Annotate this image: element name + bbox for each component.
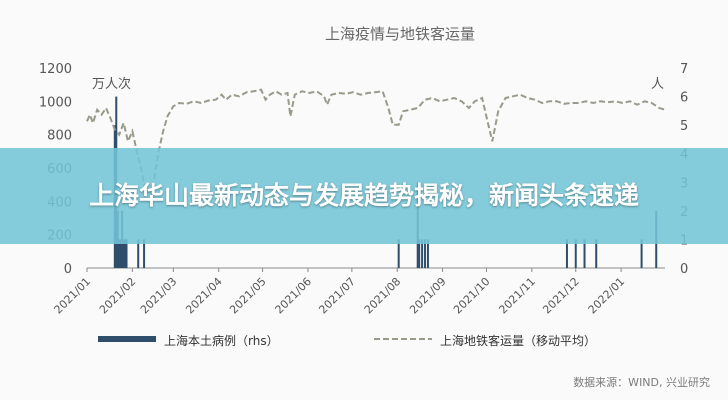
x-tick-label: 2021/08 <box>362 275 404 317</box>
right-tick-label: 0 <box>680 262 688 277</box>
headline-text[interactable]: 上海华山最新动态与发展趋势揭秘，新闻头条速递 <box>88 181 639 210</box>
case-bar <box>397 239 400 268</box>
x-tick-label: 2021/07 <box>316 275 358 317</box>
case-bar <box>118 239 121 268</box>
x-tick-label: 2021/11 <box>496 275 538 317</box>
case-bar <box>595 239 598 268</box>
x-tick-label: 2021/03 <box>138 275 180 317</box>
x-tick-label: 2021/05 <box>227 275 269 317</box>
right-tick-label: 7 <box>680 62 688 77</box>
headline-banner[interactable]: 上海华山最新动态与发展趋势揭秘，新闻头条速递 <box>0 148 728 244</box>
x-tick-label: 2022/01 <box>586 275 628 317</box>
left-tick-label: 1200 <box>39 62 72 77</box>
case-bar <box>122 239 125 268</box>
case-bar <box>124 239 127 268</box>
x-tick-label: 2021/02 <box>97 275 139 317</box>
legend-bars-swatch <box>98 336 156 342</box>
case-bar <box>565 239 568 268</box>
data-source: 数据来源：WIND, 兴业研究 <box>573 376 710 389</box>
case-bar <box>424 239 427 268</box>
case-bar <box>418 239 421 268</box>
case-bar <box>583 239 586 268</box>
legend: 上海本土病例（rhs） 上海地铁客运量（移动平均） <box>98 333 596 348</box>
x-axis-ticks: 2021/01 2021/02 2021/03 2021/04 2021/05 2021/… <box>52 268 628 317</box>
left-tick-label: 0 <box>64 262 72 277</box>
x-tick-label: 2021/09 <box>407 275 449 317</box>
chart-title: 上海疫情与地铁客运量 <box>325 25 475 43</box>
case-bar <box>426 239 429 268</box>
right-tick-label: 5 <box>680 119 688 134</box>
case-bar <box>421 239 424 268</box>
case-bar <box>640 239 643 268</box>
left-tick-label: 1000 <box>39 95 72 110</box>
left-axis-unit: 万人次 <box>92 76 131 92</box>
right-tick-label: 6 <box>680 91 688 106</box>
right-axis-unit: 人 <box>651 77 664 92</box>
x-tick-label: 2021/10 <box>451 275 493 317</box>
x-tick-label: 2021/01 <box>52 275 94 317</box>
case-bar <box>574 239 577 268</box>
legend-bars-label: 上海本土病例（rhs） <box>164 333 279 348</box>
legend-line-label: 上海地铁客运量（移动平均） <box>440 333 596 348</box>
case-bar <box>119 239 122 268</box>
x-tick-label: 2021/12 <box>540 275 582 317</box>
left-tick-label: 800 <box>47 129 72 144</box>
case-bar <box>137 239 140 268</box>
case-bar <box>125 239 128 268</box>
x-tick-label: 2021/04 <box>183 275 225 317</box>
case-bar <box>143 239 146 268</box>
x-tick-label: 2021/06 <box>273 275 315 317</box>
